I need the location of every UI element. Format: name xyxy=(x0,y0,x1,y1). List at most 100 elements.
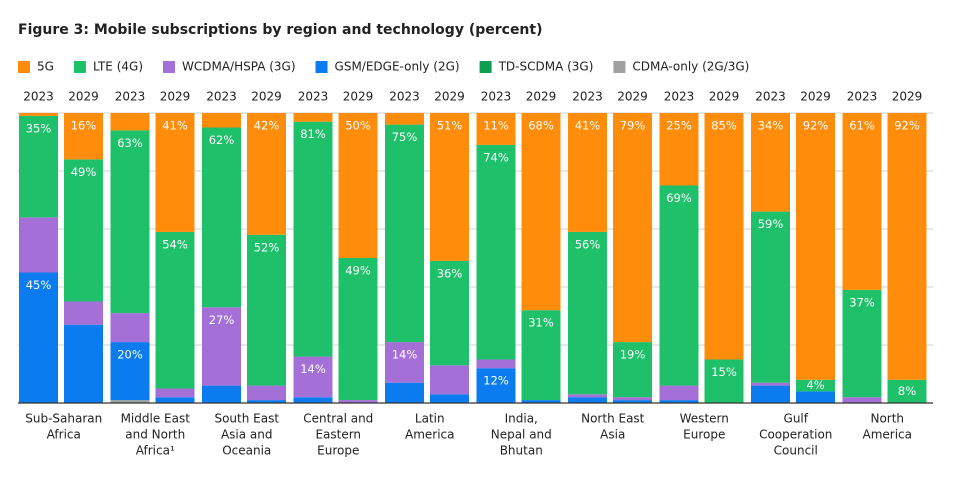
bar-segment xyxy=(110,313,150,343)
value-label: 74% xyxy=(483,150,509,164)
region-label: North xyxy=(870,412,904,426)
bar-segment xyxy=(796,379,835,392)
bar-segment xyxy=(568,231,607,395)
bar-segment xyxy=(338,113,378,258)
bar-segment xyxy=(796,391,835,403)
region-label: Cooperation xyxy=(759,428,832,442)
legend-label: WCDMA/HSPA (3G) xyxy=(182,60,296,74)
legend-swatch xyxy=(73,61,86,73)
year-label: 2029 xyxy=(251,90,282,104)
bar-segment xyxy=(613,397,652,401)
value-label: 4% xyxy=(806,378,824,392)
bar-segment xyxy=(751,385,790,403)
bar-segment xyxy=(202,113,241,128)
year-label: 2029 xyxy=(709,90,740,104)
legend-swatch xyxy=(479,61,492,73)
region-label: Council xyxy=(774,444,818,458)
year-label: 2023 xyxy=(206,90,237,104)
bar-segment xyxy=(476,144,516,360)
bar-segment xyxy=(338,258,378,401)
value-label: 56% xyxy=(575,237,601,251)
value-label: 81% xyxy=(300,127,326,141)
year-label: 2029 xyxy=(892,90,923,104)
year-label: 2023 xyxy=(23,90,54,104)
year-label: 2029 xyxy=(800,90,831,104)
bar-segment xyxy=(659,385,699,401)
bar-segment xyxy=(247,234,286,386)
bar-segment xyxy=(155,388,195,398)
chart-title: Figure 3: Mobile subscriptions by region… xyxy=(18,22,543,38)
bar-segment xyxy=(521,400,561,403)
bar-segment xyxy=(247,385,286,401)
value-label: 54% xyxy=(162,237,188,251)
region-label: Nepal and xyxy=(491,428,552,442)
region-label: America xyxy=(405,428,455,442)
bar-segment xyxy=(476,113,516,145)
value-label: 45% xyxy=(26,278,52,292)
year-label: 2029 xyxy=(617,90,648,104)
bar-segment xyxy=(385,113,424,125)
bar-segment xyxy=(613,113,652,343)
region-label: Europe xyxy=(683,428,725,442)
year-label: 2023 xyxy=(115,90,146,104)
value-label: 11% xyxy=(483,119,509,133)
value-label: 19% xyxy=(620,348,646,362)
value-label: 85% xyxy=(711,119,737,133)
bar-segment xyxy=(247,113,286,235)
year-label: 2023 xyxy=(481,90,512,104)
value-label: 41% xyxy=(575,119,601,133)
bar-segment xyxy=(110,400,150,403)
bar-segment xyxy=(19,272,58,403)
legend-swatch xyxy=(315,61,328,73)
value-label: 42% xyxy=(254,119,280,133)
value-label: 50% xyxy=(345,119,371,133)
legend-label: LTE (4G) xyxy=(93,60,143,74)
legend-label: CDMA-only (2G/3G) xyxy=(632,60,749,74)
region-label: Middle East xyxy=(121,412,191,426)
bar-segment xyxy=(338,400,378,403)
year-label: 2023 xyxy=(298,90,329,104)
value-label: 75% xyxy=(392,130,418,144)
value-label: 68% xyxy=(528,119,554,133)
bar-segment xyxy=(64,324,103,403)
bar-segment xyxy=(659,400,699,403)
bar-segment xyxy=(155,231,195,389)
region-label: Western xyxy=(680,412,729,426)
bar-segment xyxy=(613,400,652,403)
region-label: Central and xyxy=(303,412,373,426)
bar-segment xyxy=(385,382,424,403)
value-label: 16% xyxy=(71,119,97,133)
year-label: 2023 xyxy=(847,90,878,104)
bar-segment xyxy=(704,113,744,360)
legend-swatch xyxy=(18,61,30,73)
bar-segment xyxy=(430,260,469,366)
value-label: 63% xyxy=(117,136,143,150)
bar-segment xyxy=(887,113,927,380)
value-label: 12% xyxy=(483,374,509,388)
value-label: 52% xyxy=(254,240,280,254)
region-label: Oceania xyxy=(222,444,271,458)
legend-swatch xyxy=(613,61,626,73)
bar-segment xyxy=(64,113,103,160)
bar-segment xyxy=(110,342,150,401)
bar-segment xyxy=(659,185,699,386)
value-label: 49% xyxy=(71,165,97,179)
bar-segment xyxy=(155,397,195,403)
region-label: Asia xyxy=(600,428,625,442)
value-label: 8% xyxy=(898,384,916,398)
value-label: 36% xyxy=(437,266,463,280)
value-label: 51% xyxy=(437,119,463,133)
region-label: Europe xyxy=(317,444,359,458)
bar-segment xyxy=(751,113,790,212)
value-label: 69% xyxy=(666,191,692,205)
region-label: and North xyxy=(125,428,185,442)
bar-segment xyxy=(842,113,882,290)
year-label: 2023 xyxy=(572,90,603,104)
region-label: Latin xyxy=(415,412,445,426)
bar-segment xyxy=(521,310,561,401)
year-label: 2023 xyxy=(664,90,695,104)
value-label: 92% xyxy=(894,119,920,133)
bar-segment xyxy=(430,365,469,395)
value-label: 34% xyxy=(758,119,784,133)
bar-segment xyxy=(293,397,333,403)
